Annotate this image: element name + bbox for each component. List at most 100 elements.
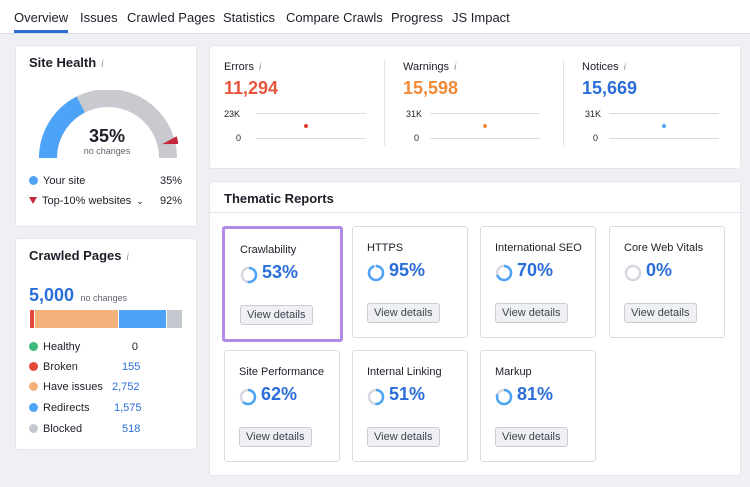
progress-ring-icon — [240, 266, 258, 284]
row-have-issues-value[interactable]: 2,752 — [112, 381, 140, 393]
report-tile-site-performance[interactable]: Site Performance 62% View details — [224, 350, 340, 462]
report-tile-internal-linking[interactable]: Internal Linking 51% View details — [352, 350, 468, 462]
info-icon[interactable]: i — [258, 62, 262, 73]
legend-top10-label: Top-10% websites — [42, 195, 132, 207]
row-redirects-label: Redirects — [43, 402, 90, 414]
ring-fill — [239, 388, 257, 406]
ring-track — [624, 264, 642, 282]
report-score: 51% — [389, 384, 426, 404]
row-redirects-value[interactable]: 1,575 — [114, 402, 142, 414]
errors-gridline-top — [256, 113, 366, 114]
errors-axis-bottom: 0 — [236, 133, 242, 143]
site-health-score: 35% — [88, 126, 126, 146]
report-tile-https[interactable]: HTTPS 95% View details — [352, 226, 468, 338]
row-blocked-value[interactable]: 518 — [122, 423, 141, 435]
notices-sparkline-point — [662, 124, 666, 128]
view-details-button[interactable]: View details — [239, 427, 312, 447]
report-score: 70% — [517, 260, 554, 280]
view-details-button[interactable]: View details — [367, 427, 440, 447]
progress-ring-icon — [495, 388, 513, 406]
tab-compare-crawls[interactable]: Compare Crawls — [286, 10, 383, 25]
legend-your-site-value: 35% — [159, 175, 182, 187]
report-tile-markup[interactable]: Markup 81% View details — [480, 350, 596, 462]
crawled-pages-total[interactable]: 5,000 — [29, 285, 75, 305]
crawled-pages-card: Crawled Pages i 5,000 no changes Healthy … — [15, 238, 197, 450]
view-details-button[interactable]: View details — [495, 427, 568, 447]
tab-js-impact[interactable]: JS Impact — [452, 10, 510, 25]
info-icon[interactable]: i — [454, 62, 457, 73]
view-details-button[interactable]: View details — [367, 303, 440, 323]
legend-your-site-label: Your site — [43, 175, 86, 187]
report-score: 62% — [261, 384, 298, 404]
ring-fill — [240, 266, 258, 284]
site-health-gauge — [39, 90, 178, 159]
progress-ring-icon — [239, 388, 257, 406]
view-details-button[interactable]: View details — [240, 305, 313, 325]
view-details-button[interactable]: View details — [624, 303, 697, 323]
info-icon[interactable]: i — [623, 62, 626, 73]
notices-gridline-bottom — [609, 138, 719, 139]
warnings-value[interactable]: 15,598 — [403, 78, 459, 98]
report-name: Internal Linking — [367, 366, 442, 378]
crawled-pages-total-row: 5,000 no changes — [29, 285, 127, 306]
progress-ring-icon — [624, 264, 642, 282]
bar-segment-have-issues[interactable] — [33, 310, 118, 328]
tab-statistics[interactable]: Statistics — [223, 10, 276, 25]
errors-sparkline-point — [304, 124, 308, 128]
warnings-gridline-bottom — [430, 138, 540, 139]
notices-axis-bottom: 0 — [593, 133, 599, 143]
report-name: HTTPS — [367, 242, 404, 254]
crawled-pages-title-text: Crawled Pages — [29, 248, 122, 263]
report-tile-international-seo[interactable]: International SEO 70% View details — [480, 226, 596, 338]
thematic-reports-card: Thematic Reports Crawlability 53% View d… — [209, 181, 742, 476]
report-tile-core-web-vitals[interactable]: Core Web Vitals 0% View details — [609, 226, 725, 338]
progress-ring-icon — [495, 264, 513, 282]
ring-fill — [495, 264, 513, 282]
progress-ring-icon — [367, 264, 385, 282]
legend-top10-value: 92% — [159, 195, 182, 207]
row-have-issues-label: Have issues — [43, 381, 103, 393]
info-icon[interactable]: i — [101, 59, 104, 70]
notices-label-text: Notices — [582, 61, 619, 73]
ring-fill — [495, 388, 513, 406]
have-issues-dot-icon — [29, 382, 38, 391]
row-healthy-value: 0 — [131, 341, 138, 353]
info-icon[interactable]: i — [126, 252, 129, 263]
top10-marker-icon — [162, 136, 178, 145]
warnings-sparkline-point — [483, 124, 487, 128]
bar-segment-blocked[interactable] — [166, 310, 182, 328]
legend-your-site: Your site — [29, 175, 85, 187]
row-healthy-label: Healthy — [43, 341, 81, 353]
crawled-pages-bar — [29, 310, 182, 328]
errors-axis-top: 23K — [224, 109, 241, 119]
ring-fill — [367, 388, 385, 406]
view-details-button[interactable]: View details — [495, 303, 568, 323]
bar-segment-broken[interactable] — [29, 310, 34, 328]
notices-label: Notices i — [582, 61, 626, 73]
ring-fill — [367, 264, 385, 282]
top10-triangle-icon — [29, 197, 37, 204]
row-broken: Broken — [29, 361, 78, 373]
notices-value[interactable]: 15,669 — [582, 78, 638, 98]
bar-segment-redirects[interactable] — [117, 310, 167, 328]
errors-label: Errors i — [224, 61, 261, 73]
report-name: Crawlability — [240, 244, 297, 256]
warnings-label: Warnings i — [403, 61, 456, 73]
site-health-card: Site Health i 35% no changes Your site 35… — [15, 45, 197, 227]
active-tab-indicator — [14, 30, 68, 33]
errors-value[interactable]: 11,294 — [224, 78, 279, 98]
tab-progress[interactable]: Progress — [391, 10, 444, 25]
report-tile-crawlability[interactable]: Crawlability 53% View details — [222, 226, 343, 342]
warnings-axis-bottom: 0 — [414, 133, 420, 143]
gauge-fill — [39, 96, 86, 159]
report-score: 53% — [262, 262, 299, 282]
tab-crawled-pages[interactable]: Crawled Pages — [127, 10, 216, 25]
report-score: 81% — [517, 384, 554, 404]
legend-top10[interactable]: Top-10% websites ⌄ — [29, 195, 144, 207]
chevron-down-icon[interactable]: ⌄ — [136, 196, 144, 206]
tab-issues[interactable]: Issues — [80, 10, 118, 25]
site-health-title: Site Health i — [29, 55, 103, 70]
progress-ring-icon — [367, 388, 385, 406]
row-broken-value[interactable]: 155 — [122, 361, 141, 373]
tab-overview[interactable]: Overview — [14, 10, 69, 25]
